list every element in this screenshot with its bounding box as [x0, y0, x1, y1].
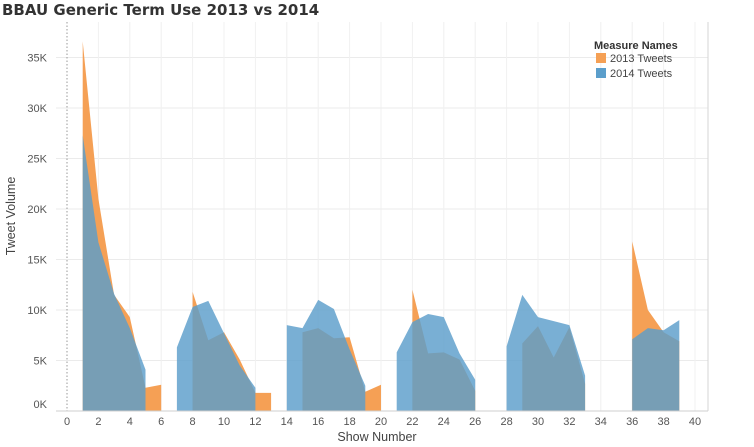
axes-layer [56, 22, 709, 412]
area-segment [396, 314, 476, 411]
x-tick-label: 26 [469, 416, 481, 428]
y-tick-label: 10K [27, 305, 47, 317]
area-segment [82, 135, 146, 411]
y-tick-labels: 0K 5K 10K 15K 20K 25K 30K 35K [27, 53, 47, 412]
area-segment [286, 299, 366, 411]
x-tick-label: 4 [127, 416, 133, 428]
area-segment [632, 320, 680, 411]
area-segment [506, 294, 586, 411]
legend-label-2013: 2013 Tweets [610, 53, 673, 65]
x-tick-label: 18 [343, 416, 355, 428]
legend-swatch-2013 [596, 53, 606, 63]
x-tick-label: 22 [406, 416, 418, 428]
x-tick-label: 40 [689, 416, 701, 428]
y-tick-label: 20K [27, 204, 47, 216]
x-tick-label: 16 [312, 416, 324, 428]
area-segment [176, 300, 256, 411]
x-tick-label: 2 [95, 416, 101, 428]
y-tick-label: 0K [34, 399, 48, 411]
x-tick-label: 6 [158, 416, 164, 428]
x-tick-label: 0 [64, 416, 70, 428]
y-tick-label: 15K [27, 255, 47, 267]
y-tick-label: 25K [27, 154, 47, 166]
x-tick-label: 20 [375, 416, 387, 428]
y-tick-label: 35K [27, 53, 47, 65]
legend-title: Measure Names [594, 40, 678, 52]
legend-label-2014: 2014 Tweets [610, 68, 673, 80]
y-tick-label: 30K [27, 103, 47, 115]
y-tick-label: 5K [34, 356, 48, 368]
x-tick-label: 24 [438, 416, 450, 428]
plot-background [56, 22, 708, 411]
x-tick-label: 36 [626, 416, 638, 428]
x-tick-label: 8 [190, 416, 196, 428]
series-2014-tweets [82, 135, 680, 411]
legend-swatch-2014 [596, 68, 606, 78]
x-tick-labels: 0 2 4 6 8 10 12 14 16 18 20 22 24 26 28 30 32 34 36 38 40 [64, 416, 701, 428]
x-axis-title: Show Number [337, 430, 416, 444]
x-tick-label: 38 [657, 416, 669, 428]
chart-title: BBAU Generic Term Use 2013 vs 2014 [2, 1, 320, 19]
x-tick-label: 10 [218, 416, 230, 428]
x-tick-label: 30 [532, 416, 544, 428]
x-tick-label: 32 [563, 416, 575, 428]
series-layer [82, 41, 680, 412]
x-tick-label: 14 [281, 416, 293, 428]
x-tick-label: 28 [500, 416, 512, 428]
x-tick-label: 12 [249, 416, 261, 428]
x-tick-label: 34 [595, 416, 607, 428]
y-axis-title: Tweet Volume [4, 177, 18, 256]
legend: Measure Names 2013 Tweets 2014 Tweets [594, 40, 678, 80]
